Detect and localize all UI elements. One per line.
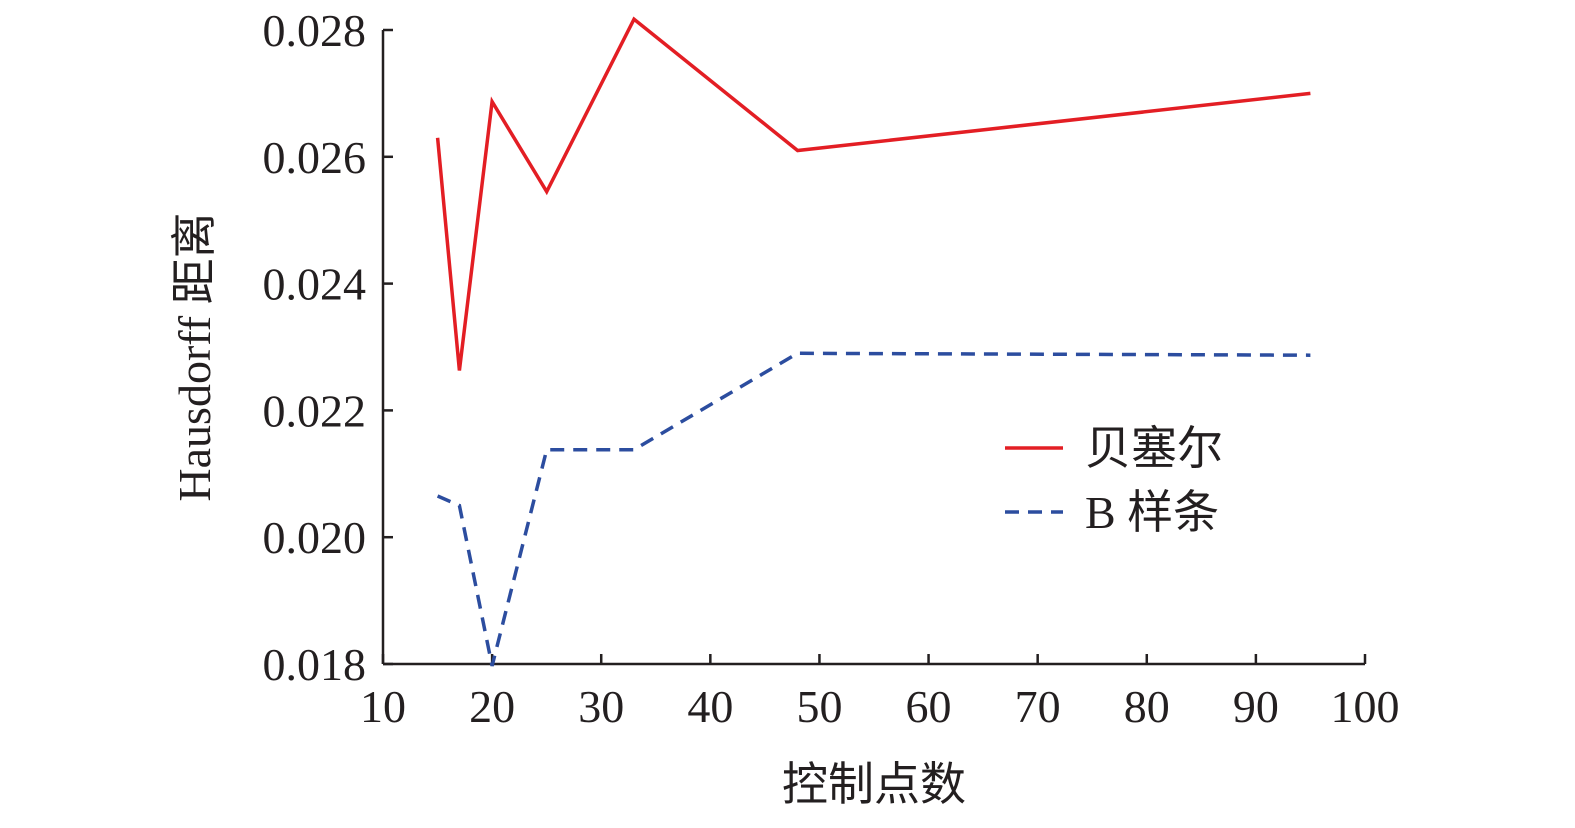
series-lines	[435, 16, 1311, 667]
legend: 贝塞尔 B 样条	[1005, 423, 1223, 538]
x-tick-label: 100	[1331, 681, 1400, 732]
x-tick-label: 10	[360, 681, 406, 732]
x-tick-label: 50	[796, 681, 842, 732]
series-line-2	[436, 351, 1311, 667]
x-axis-title: 控制点数	[782, 759, 966, 810]
x-ticks: 10 20 30 40 50 60 70 80 90 100	[360, 654, 1400, 732]
legend-label-2: B 样条	[1085, 487, 1219, 538]
y-axis-title: Hausdorff 距离	[169, 212, 220, 501]
y-tick-label: 0.026	[263, 132, 367, 183]
series-line-1	[435, 16, 1311, 371]
y-tick-label: 0.018	[263, 639, 367, 690]
x-tick-label: 80	[1124, 681, 1170, 732]
y-tick-label: 0.020	[263, 512, 367, 563]
x-tick-label: 90	[1233, 681, 1279, 732]
legend-label-1: 贝塞尔	[1085, 423, 1223, 474]
y-tick-label: 0.028	[263, 5, 367, 56]
y-ticks: 0.018 0.020 0.022 0.024 0.026 0.028	[263, 5, 393, 690]
y-tick-label: 0.022	[263, 385, 367, 436]
x-tick-label: 70	[1015, 681, 1061, 732]
y-tick-label: 0.024	[263, 259, 367, 310]
x-tick-label: 20	[469, 681, 515, 732]
x-tick-label: 30	[578, 681, 624, 732]
x-tick-label: 60	[906, 681, 952, 732]
x-tick-label: 40	[687, 681, 733, 732]
axes	[381, 30, 1365, 666]
